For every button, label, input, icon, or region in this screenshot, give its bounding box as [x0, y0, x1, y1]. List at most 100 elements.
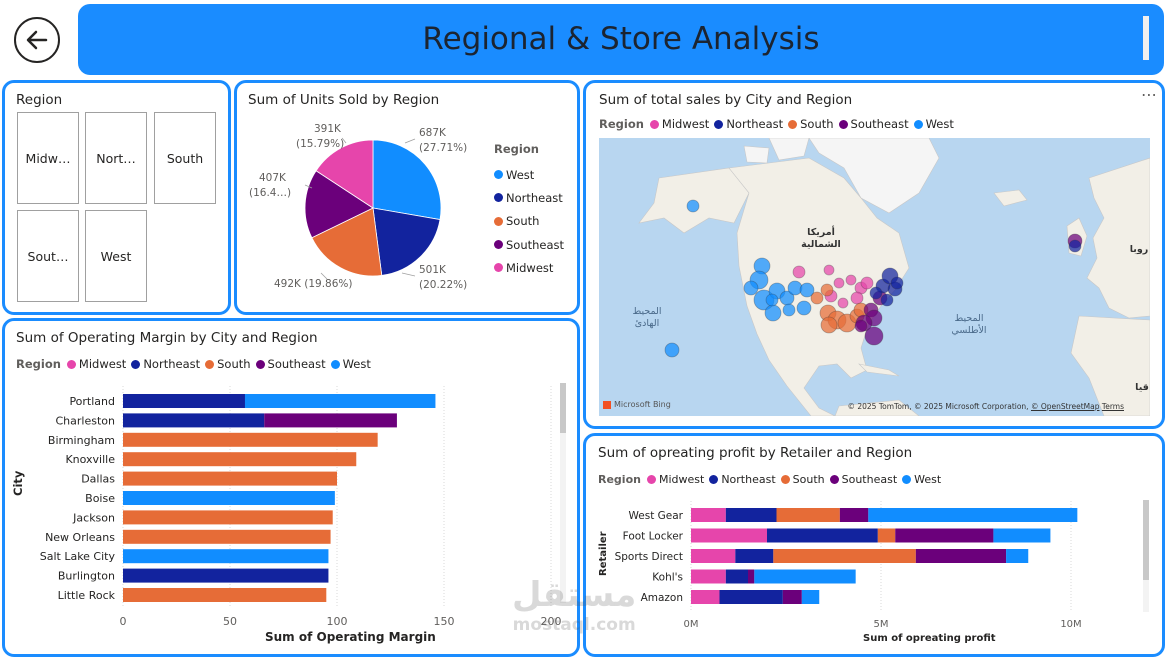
margin-bar-northeast[interactable]	[123, 568, 329, 583]
map-legend-item-northeast[interactable]: Northeast	[714, 117, 783, 131]
map-bubble-southeast[interactable]	[854, 319, 868, 333]
profit-bar-west[interactable]	[801, 590, 820, 604]
pie-legend-item-midwest[interactable]: Midwest	[494, 256, 564, 279]
slicer-tile-northeast[interactable]: Nort…	[85, 112, 147, 204]
slicer-tile-midwest[interactable]: Midw…	[17, 112, 79, 204]
profit-bar-northeast[interactable]	[767, 528, 878, 543]
map-bubble-northeast[interactable]	[880, 293, 894, 307]
margin-bar-west[interactable]	[123, 491, 335, 505]
pie-slice-northeast[interactable]	[372, 207, 441, 276]
margin-legend-item-southeast[interactable]: Southeast	[255, 357, 326, 371]
profit-bar-west[interactable]	[993, 528, 1051, 543]
profit-bar-south[interactable]	[773, 549, 916, 563]
margin-legend-item-south[interactable]: South	[205, 357, 251, 371]
map-legend-item-west[interactable]: West	[913, 117, 954, 131]
map-bubble-midwest[interactable]	[792, 265, 806, 279]
map-bubble-west[interactable]	[686, 199, 700, 213]
more-options-icon[interactable]: ⋯	[1141, 85, 1158, 104]
map-bubble-west[interactable]	[782, 303, 796, 317]
profit-bar-southeast[interactable]	[915, 549, 1007, 563]
sales-map[interactable]: أمريكا الشمالية المحيط الهادئ المحيط الأ…	[599, 138, 1150, 416]
profit-bar-west[interactable]	[1006, 549, 1029, 563]
profit-bar-midwest[interactable]	[691, 508, 726, 522]
profit-legend-item-northeast[interactable]: Northeast	[709, 473, 776, 486]
margin-bar-southeast[interactable]	[264, 413, 397, 428]
pie-slice-west[interactable]	[372, 139, 442, 221]
profit-legend-item-southeast[interactable]: Southeast	[829, 473, 897, 486]
profit-bar-midwest[interactable]	[691, 549, 736, 563]
map-bubble-midwest[interactable]	[860, 276, 874, 290]
slicer-tile-west[interactable]: West	[85, 210, 147, 302]
pie-slice-midwest[interactable]	[315, 139, 374, 209]
profit-legend-item-west[interactable]: West	[902, 473, 941, 486]
margin-legend-item-midwest[interactable]: Midwest	[66, 357, 126, 371]
map-bubble-west[interactable]	[796, 300, 812, 316]
map-bubble-midwest[interactable]	[833, 277, 845, 289]
map-bubble-midwest[interactable]	[823, 264, 835, 276]
pie-chart[interactable]: 687K (27.71%) 501K (20.22%) 492K (19.86%…	[237, 113, 577, 313]
profit-bar-northeast[interactable]	[735, 549, 774, 563]
margin-bar-south[interactable]	[123, 452, 357, 467]
map-bubble-northeast[interactable]	[869, 286, 883, 300]
margin-bar-northeast[interactable]	[123, 394, 245, 408]
profit-bar-southeast[interactable]	[782, 590, 802, 604]
margin-bar-south[interactable]	[123, 588, 327, 602]
map-legend-item-southeast[interactable]: Southeast	[838, 117, 909, 131]
profit-bar-midwest[interactable]	[691, 569, 726, 584]
profit-bar-northeast[interactable]	[725, 569, 748, 584]
header-scrollbar[interactable]	[1143, 16, 1149, 60]
margin-bar-west[interactable]	[244, 394, 436, 408]
terms-link[interactable]: Terms	[1101, 402, 1124, 411]
slicer-tile-southeast[interactable]: Sout…	[17, 210, 79, 302]
pie-legend-item-northeast[interactable]: Northeast	[494, 186, 564, 209]
margin-bar-south[interactable]	[123, 510, 333, 525]
profit-bar-northeast[interactable]	[719, 590, 783, 604]
margin-chart-scrollbar[interactable]	[560, 383, 566, 603]
profit-bar-chart[interactable]: West Gear Foot Locker Sports Direct Kohl's A…	[586, 496, 1146, 656]
map-bubble-west[interactable]	[799, 282, 815, 298]
map-legend-item-south[interactable]: South	[788, 117, 834, 131]
margin-bar-northeast[interactable]	[123, 413, 265, 428]
profit-bar-west[interactable]	[868, 508, 1078, 522]
map-bubble-midwest[interactable]	[850, 291, 864, 305]
profit-bar-south[interactable]	[877, 528, 896, 543]
margin-bar-south[interactable]	[123, 529, 331, 544]
back-button[interactable]	[14, 17, 60, 63]
map-bubble-midwest[interactable]	[837, 297, 849, 309]
map-bubble-west[interactable]	[664, 342, 680, 358]
map-bubble-west[interactable]	[764, 304, 782, 322]
pie-legend-item-southeast[interactable]: Southeast	[494, 233, 564, 256]
profit-bar-south[interactable]	[776, 508, 840, 522]
margin-legend-item-west[interactable]: West	[330, 357, 371, 371]
map-bubble-south[interactable]	[820, 316, 838, 334]
profit-bar-southeast[interactable]	[895, 528, 994, 543]
profit-bar-southeast[interactable]	[748, 569, 755, 584]
margin-legend-item-northeast[interactable]: Northeast	[131, 357, 200, 371]
profit-bar-southeast[interactable]	[839, 508, 869, 522]
profit-bar-northeast[interactable]	[725, 508, 777, 522]
map-bubble-southeast[interactable]	[864, 326, 884, 346]
map-bubble-west[interactable]	[743, 280, 759, 296]
map-bubble-west[interactable]	[765, 293, 779, 307]
map-bubble-south[interactable]	[810, 291, 824, 305]
margin-bar-south[interactable]	[123, 432, 378, 447]
margin-bar-chart[interactable]: Portland Charleston Birmingham Knoxville Dal…	[5, 381, 565, 651]
map-legend-item-midwest[interactable]: Midwest	[649, 117, 709, 131]
map-bubble-northeast[interactable]	[890, 276, 904, 290]
margin-bar-west[interactable]	[123, 549, 329, 564]
map-bubble-south[interactable]	[820, 283, 834, 297]
profit-chart-scrollbar[interactable]	[1143, 500, 1149, 612]
profit-bar-midwest[interactable]	[691, 528, 767, 543]
profit-legend-item-midwest[interactable]: Midwest	[646, 473, 704, 486]
profit-legend-item-south[interactable]: South	[780, 473, 825, 486]
pie-legend-item-west[interactable]: West	[494, 163, 564, 186]
map-bubble-midwest[interactable]	[845, 274, 857, 286]
pie-legend-item-south[interactable]: South	[494, 210, 564, 233]
pie-slice-southeast[interactable]	[304, 170, 374, 239]
profit-bar-midwest[interactable]	[691, 590, 720, 604]
margin-bar-south[interactable]	[123, 471, 337, 486]
map-bubble-northeast[interactable]	[1068, 239, 1082, 253]
osm-link[interactable]: © OpenStreetMap	[1030, 402, 1100, 411]
profit-bar-west[interactable]	[754, 569, 856, 584]
slicer-tile-south[interactable]: South	[154, 112, 216, 204]
